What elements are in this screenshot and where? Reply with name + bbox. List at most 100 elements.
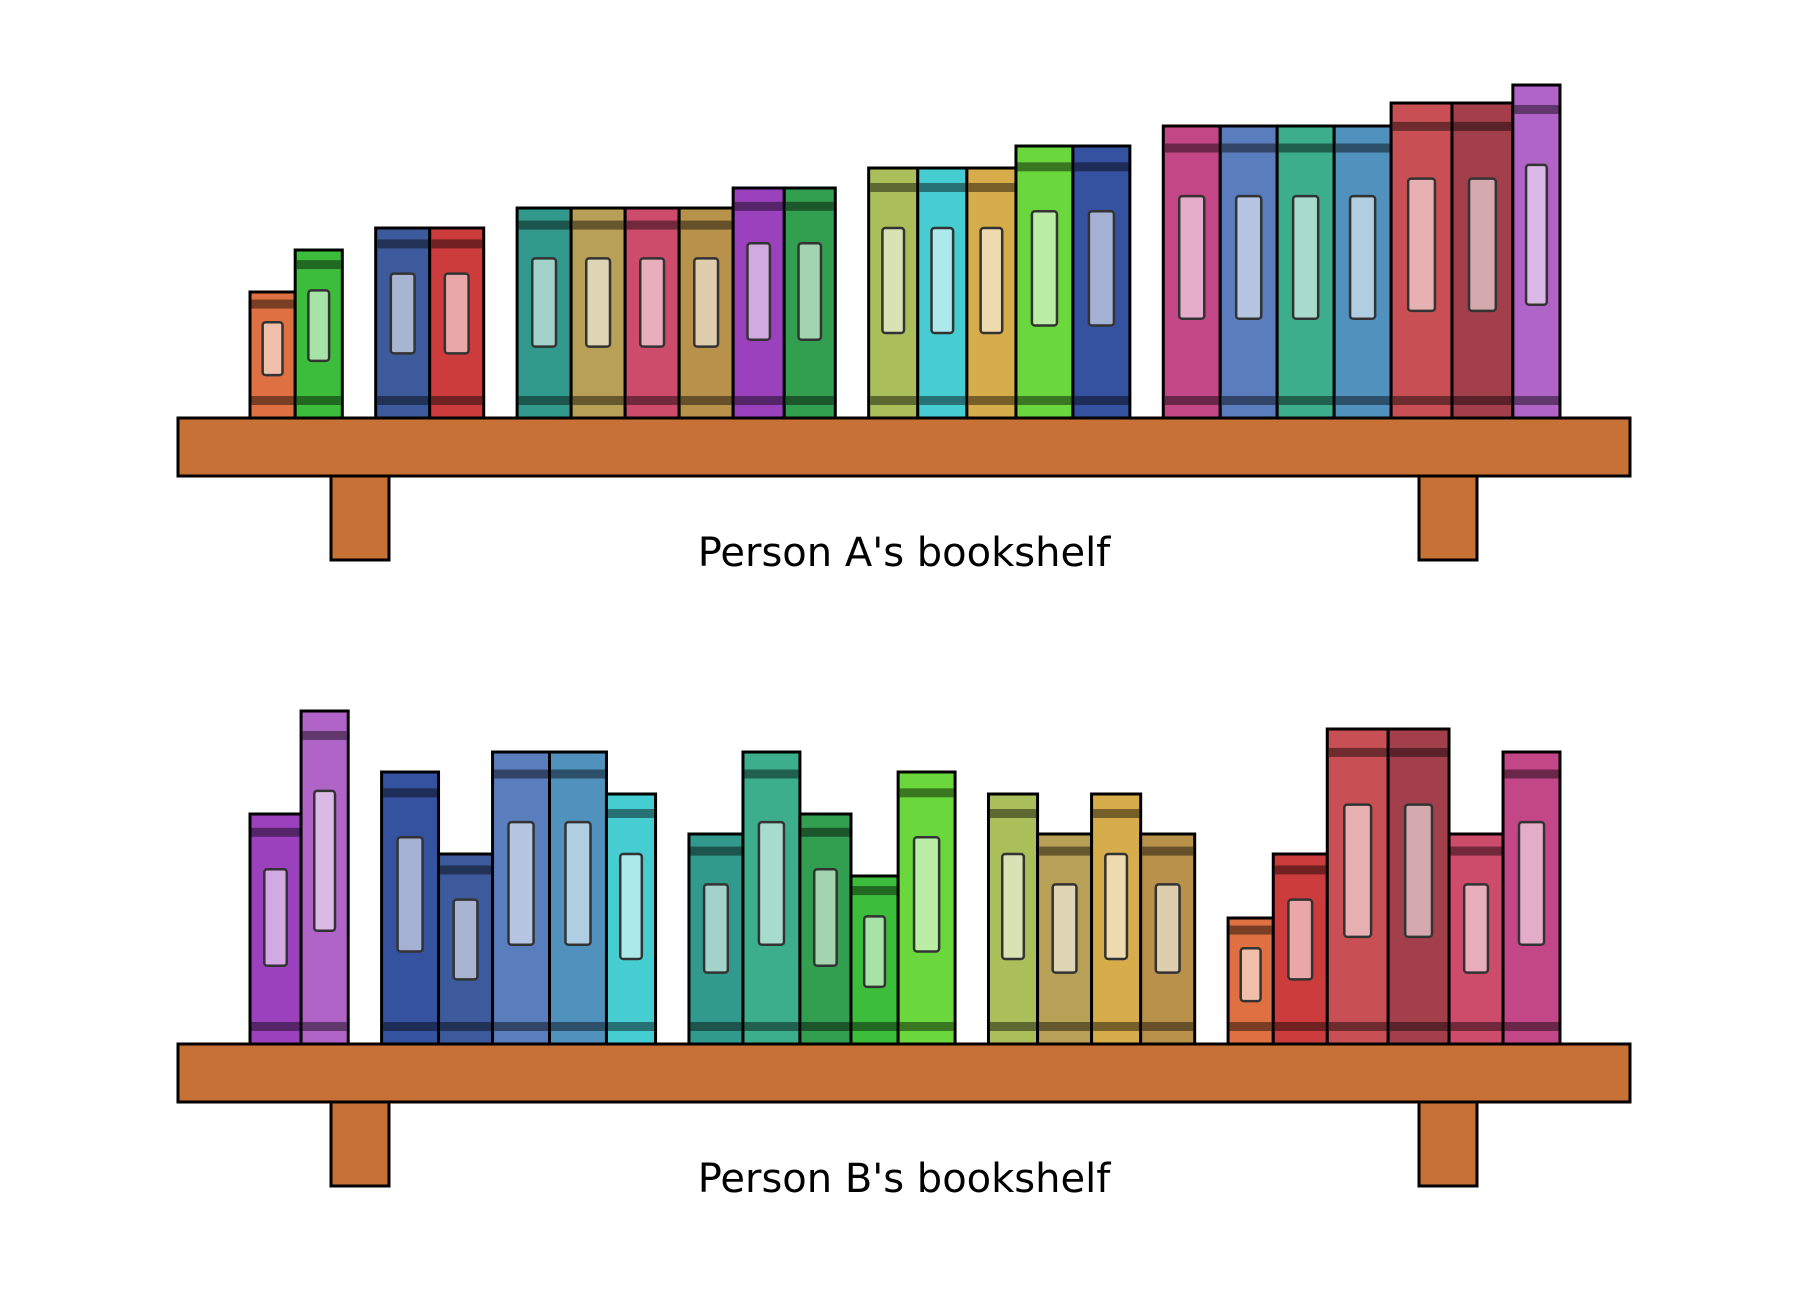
book-band-bottom: [1164, 396, 1219, 405]
shelf-plank: [176, 416, 1632, 478]
shelf-bracket-left: [329, 1100, 391, 1188]
book-band-bottom: [1142, 1022, 1194, 1031]
books-person-b: [248, 709, 1562, 1046]
book: [293, 248, 344, 420]
book-band-bottom: [1278, 396, 1333, 405]
book-label: [1462, 883, 1490, 974]
book-label: [530, 257, 558, 348]
book-label: [930, 226, 955, 335]
book-band-top: [1392, 121, 1451, 131]
book-band-bottom: [968, 396, 1015, 405]
book-band-top: [1221, 143, 1276, 153]
book-label: [389, 272, 416, 355]
book-band-top: [1039, 846, 1091, 856]
book-band-top: [989, 809, 1037, 818]
book-band-bottom: [1074, 396, 1129, 405]
book: [731, 186, 786, 420]
book-band-bottom: [1328, 1022, 1387, 1031]
shelf-caption: Person A's bookshelf: [698, 530, 1111, 576]
book-band-bottom: [377, 396, 429, 405]
book-band-top: [1514, 104, 1559, 114]
book-label: [452, 898, 479, 981]
book-label: [261, 320, 284, 377]
book-band-bottom: [919, 396, 966, 405]
book-band-bottom: [801, 1022, 850, 1031]
book-band-bottom: [899, 1022, 954, 1031]
book-label: [307, 289, 331, 363]
book: [548, 750, 608, 1046]
book-label: [1343, 803, 1373, 939]
book: [1090, 792, 1143, 1046]
book-band-top: [1142, 846, 1194, 856]
book-band-top: [518, 220, 570, 230]
book-band-bottom: [1392, 396, 1451, 405]
book-band-bottom: [572, 396, 624, 405]
book-label: [746, 241, 772, 342]
book-label: [1000, 852, 1026, 961]
book-band-bottom: [251, 396, 294, 405]
book: [1389, 101, 1454, 420]
book-label: [1524, 163, 1549, 307]
book: [623, 206, 681, 420]
book-band-bottom: [989, 1022, 1037, 1031]
book-band-bottom: [1221, 396, 1276, 405]
book: [896, 770, 957, 1046]
book-label: [757, 820, 786, 946]
book: [248, 812, 303, 1046]
book-band-top: [870, 183, 917, 192]
book-label: [702, 883, 730, 974]
book: [248, 290, 297, 420]
book-band-bottom: [494, 1022, 549, 1031]
book-band-top: [607, 809, 655, 818]
book-label: [797, 241, 823, 342]
book: [1161, 124, 1222, 420]
book-band-top: [899, 788, 954, 798]
book-band-bottom: [1450, 1022, 1502, 1031]
book: [1071, 144, 1132, 420]
book-label: [1087, 210, 1116, 327]
book-band-bottom: [734, 396, 783, 405]
book-spine: [677, 206, 735, 420]
book: [916, 166, 969, 420]
book: [1226, 916, 1275, 1046]
book-band-bottom: [785, 396, 834, 405]
book-band-bottom: [1389, 1022, 1448, 1031]
book-label: [1517, 820, 1546, 946]
book-band-bottom: [251, 1022, 300, 1031]
book: [741, 750, 802, 1046]
book-label: [584, 257, 612, 348]
book-band-top: [1093, 809, 1140, 818]
book: [374, 226, 432, 420]
book-band-bottom: [383, 1022, 438, 1031]
book-band-top: [572, 220, 624, 230]
book: [849, 874, 900, 1046]
book-band-top: [801, 827, 850, 837]
book-band-bottom: [870, 396, 917, 405]
book-band-bottom: [690, 1022, 742, 1031]
book-label: [1406, 177, 1437, 313]
book-band-top: [1278, 143, 1333, 153]
book: [428, 226, 486, 420]
book-band-top: [968, 183, 1015, 192]
book-band-top: [919, 183, 966, 192]
book-band-bottom: [1093, 1022, 1140, 1031]
books-person-a: [248, 83, 1562, 420]
book-band-bottom: [1039, 1022, 1091, 1031]
book: [1511, 83, 1562, 420]
book-label: [1234, 194, 1263, 320]
book-label: [812, 867, 838, 968]
book-label: [639, 257, 666, 348]
book-band-top: [1504, 769, 1559, 779]
book-band-top: [744, 769, 799, 779]
book-band-bottom: [1504, 1022, 1559, 1031]
book-band-bottom: [1453, 396, 1512, 405]
book: [867, 166, 920, 420]
book-band-top: [383, 788, 438, 798]
book-band-top: [734, 201, 783, 211]
book-label: [263, 867, 289, 968]
book: [1332, 124, 1393, 420]
book-band-bottom: [1514, 396, 1559, 405]
book-label: [1287, 898, 1314, 981]
book-label: [912, 836, 941, 953]
book-band-bottom: [302, 1022, 347, 1031]
